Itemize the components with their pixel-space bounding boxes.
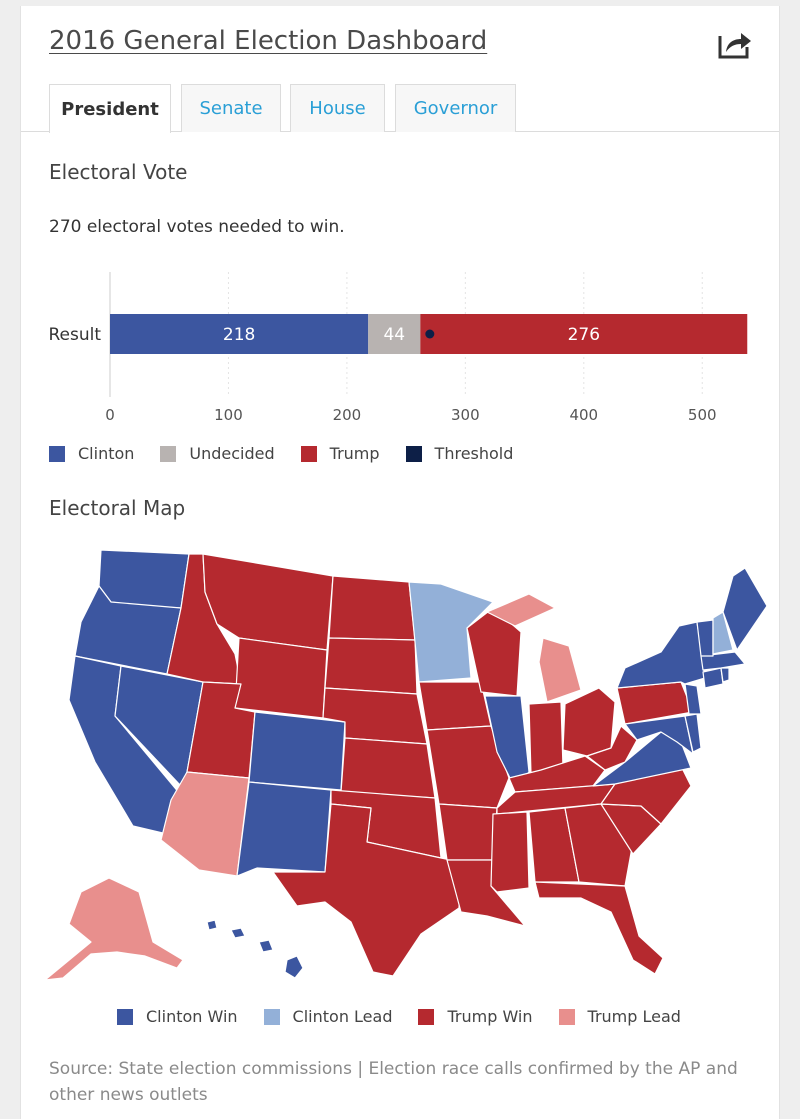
state-alaska[interactable] xyxy=(44,877,184,981)
state-rhode-island[interactable] xyxy=(720,667,730,683)
state-kansas[interactable] xyxy=(340,737,436,799)
map-legend-label-clinton-win: Clinton Win xyxy=(146,1007,238,1026)
legend-label-trump: Trump xyxy=(329,444,380,463)
map-legend-item-clinton-win: Clinton Win xyxy=(117,1007,238,1026)
state-vermont[interactable] xyxy=(696,619,714,657)
state-arkansas[interactable] xyxy=(438,803,498,861)
map-legend-label-trump-lead: Trump Lead xyxy=(587,1007,681,1026)
map-legend-item-trump-lead: Trump Lead xyxy=(558,1007,681,1026)
race-tabs: President Senate House Governor xyxy=(21,84,779,133)
electoral-vote-chart: Result 218 44 276 0 100 200 300 400 500 xyxy=(48,272,748,424)
state-michigan-upper[interactable] xyxy=(486,593,556,627)
legend-swatch-clinton xyxy=(49,445,65,462)
legend-swatch-threshold xyxy=(405,445,422,462)
electoral-vote-heading: Electoral Vote xyxy=(49,160,188,184)
legend-swatch-undecided xyxy=(160,445,177,462)
x-tick-label-300: 300 xyxy=(451,406,480,424)
legend-swatch-trump xyxy=(300,445,317,462)
bar-clinton xyxy=(110,314,369,354)
state-hawaii-maui[interactable] xyxy=(258,939,274,953)
x-tick-label-400: 400 xyxy=(569,406,598,424)
state-delaware[interactable] xyxy=(684,713,702,753)
vote-chart-legend: Clinton Undecided Trump Threshold xyxy=(49,444,539,463)
state-hawaii-oahu[interactable] xyxy=(230,927,246,939)
state-hawaii-kauai[interactable] xyxy=(206,919,218,931)
bar-label-trump: 276 xyxy=(568,325,600,345)
state-arizona[interactable] xyxy=(160,771,250,877)
state-indiana[interactable] xyxy=(528,701,564,775)
map-legend-swatch-trump-win xyxy=(418,1008,435,1025)
legend-label-threshold: Threshold xyxy=(434,444,514,463)
state-new-jersey[interactable] xyxy=(684,683,702,715)
state-north-dakota[interactable] xyxy=(328,575,416,641)
state-wyoming[interactable] xyxy=(234,637,328,719)
state-florida[interactable] xyxy=(534,881,664,975)
source-note: Source: State election commissions | Ele… xyxy=(49,1059,738,1105)
dashboard-card: 2016 General Election Dashboard Presiden… xyxy=(20,6,780,1119)
tab-governor[interactable]: Governor xyxy=(395,84,516,132)
map-legend-item-trump-win: Trump Win xyxy=(418,1007,533,1026)
state-colorado[interactable] xyxy=(248,711,346,791)
x-tick-label-100: 100 xyxy=(214,406,243,424)
x-tick-label-200: 200 xyxy=(333,406,362,424)
category-label: Result xyxy=(48,325,101,345)
map-legend-swatch-trump-lead xyxy=(558,1008,575,1025)
state-connecticut[interactable] xyxy=(702,667,724,689)
tab-president[interactable]: President xyxy=(49,84,171,133)
dashboard-title[interactable]: 2016 General Election Dashboard xyxy=(49,26,488,56)
state-maine[interactable] xyxy=(722,567,768,651)
map-legend-label-trump-win: Trump Win xyxy=(447,1007,533,1026)
bar-trump xyxy=(420,314,748,354)
legend-item-clinton: Clinton xyxy=(49,444,134,463)
state-new-york[interactable] xyxy=(616,621,706,689)
state-south-dakota[interactable] xyxy=(324,637,418,695)
electoral-map-heading: Electoral Map xyxy=(49,496,186,520)
map-legend-swatch-clinton-win xyxy=(117,1008,133,1025)
state-michigan[interactable] xyxy=(538,637,582,703)
tab-house[interactable]: House xyxy=(290,84,385,132)
legend-item-trump: Trump xyxy=(300,444,380,463)
legend-item-threshold: Threshold xyxy=(405,444,514,463)
threshold-marker xyxy=(425,329,435,339)
x-tick-label-500: 500 xyxy=(688,406,717,424)
electoral-map xyxy=(44,549,768,981)
map-legend: Clinton Win Clinton Lead Trump Win Trump… xyxy=(117,1007,707,1026)
state-new-mexico[interactable] xyxy=(236,781,332,877)
map-legend-swatch-clinton-lead xyxy=(263,1008,280,1025)
map-legend-label-clinton-lead: Clinton Lead xyxy=(292,1007,393,1026)
state-texas[interactable] xyxy=(272,803,462,977)
state-washington[interactable] xyxy=(98,549,190,609)
state-mississippi[interactable] xyxy=(490,811,530,893)
win-threshold-text: 270 electoral votes needed to win. xyxy=(49,217,345,237)
map-legend-item-clinton-lead: Clinton Lead xyxy=(263,1007,393,1026)
legend-label-undecided: Undecided xyxy=(189,444,275,463)
state-missouri[interactable] xyxy=(426,725,510,809)
x-tick-label-0: 0 xyxy=(105,406,115,424)
bar-label-undecided: 44 xyxy=(383,325,405,345)
legend-label-clinton: Clinton xyxy=(78,444,135,463)
bar-undecided xyxy=(368,314,421,354)
state-ohio[interactable] xyxy=(562,687,616,757)
bar-label-clinton: 218 xyxy=(223,325,255,345)
tab-senate[interactable]: Senate xyxy=(181,84,281,132)
legend-item-undecided: Undecided xyxy=(160,444,275,463)
state-new-hampshire[interactable] xyxy=(712,611,734,655)
state-hawaii-big-island[interactable] xyxy=(284,955,304,979)
share-icon[interactable] xyxy=(717,28,753,60)
